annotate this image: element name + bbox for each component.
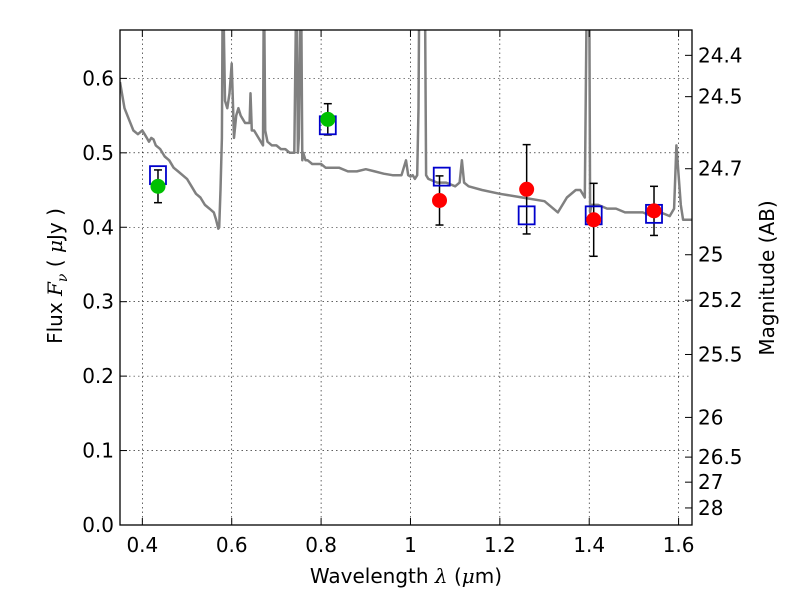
observed-flux-red-point xyxy=(646,203,662,219)
y-tick-label: 0.0 xyxy=(82,513,114,537)
right-tick-label: 25.2 xyxy=(698,288,743,312)
observed-flux-red-point xyxy=(432,192,448,208)
x-tick-label: 0.4 xyxy=(126,533,158,557)
right-tick-label: 28 xyxy=(698,496,723,520)
right-tick-label: 24.5 xyxy=(698,85,743,109)
x-tick-label: 1.4 xyxy=(573,533,605,557)
y-tick-label: 0.3 xyxy=(82,290,114,314)
grid-lines xyxy=(120,30,692,526)
y-axis-ticks: 0.0 0.1 0.2 0.3 0.4 0.5 0.6 xyxy=(82,66,127,537)
right-tick-label: 27 xyxy=(698,470,723,494)
y-axis-label: Flux Fν ( μJy ) xyxy=(43,208,71,344)
right-tick-label: 25 xyxy=(698,243,723,267)
y-tick-label: 0.5 xyxy=(82,141,114,165)
model-spectrum-line xyxy=(120,30,692,230)
x-tick-label: 0.8 xyxy=(305,533,337,557)
x-tick-label: 1.6 xyxy=(663,533,695,557)
right-tick-label: 24.7 xyxy=(698,157,743,181)
model-flux-square xyxy=(432,166,451,187)
y-tick-label: 0.4 xyxy=(82,215,114,239)
observed-flux-green-point xyxy=(320,111,336,127)
plot-frame xyxy=(119,29,693,526)
observed-flux-red-point xyxy=(519,181,535,197)
x-axis-ticks: 0.4 0.6 0.8 1 1.2 1.4 1.6 xyxy=(126,30,695,557)
data-markers xyxy=(149,102,663,258)
right-tick-label: 24.4 xyxy=(698,43,743,67)
y-tick-label: 0.2 xyxy=(82,364,114,388)
right-tick-label: 26.5 xyxy=(698,445,743,469)
right-tick-label: 25.5 xyxy=(698,342,743,366)
observed-flux-red-point xyxy=(586,212,602,228)
x-tick-label: 1 xyxy=(404,533,417,557)
y-tick-label: 0.1 xyxy=(82,439,114,463)
observed-flux-green-point xyxy=(150,178,166,194)
x-tick-label: 1.2 xyxy=(484,533,516,557)
y-tick-label: 0.6 xyxy=(82,66,114,90)
right-tick-label: 26 xyxy=(698,405,723,429)
model-flux-square xyxy=(517,205,536,226)
x-axis-label: Wavelength λ (μm) xyxy=(310,564,502,588)
x-tick-label: 0.6 xyxy=(216,533,248,557)
model-spectrum-layer xyxy=(120,30,692,230)
right-axis-label: Magnitude (AB) xyxy=(755,200,779,355)
